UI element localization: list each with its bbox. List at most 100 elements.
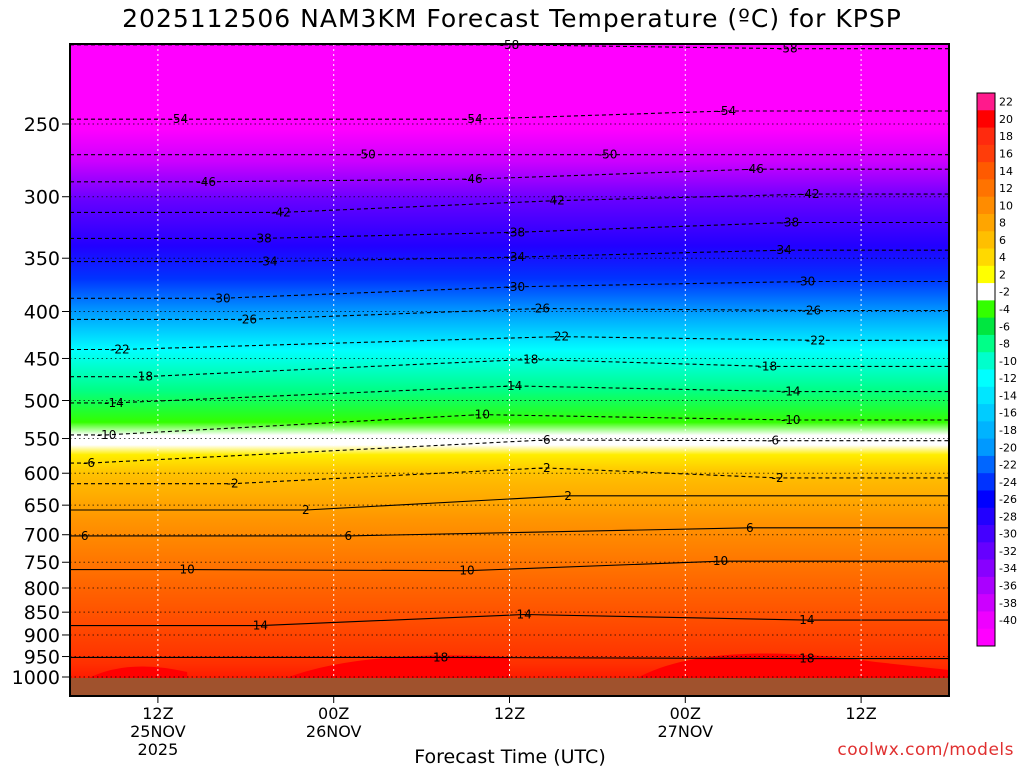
contour-label: -34 bbox=[258, 255, 278, 269]
colorbar-label: 16 bbox=[999, 147, 1013, 160]
contour-label: -38 bbox=[506, 225, 526, 239]
contour-label: 6 bbox=[81, 529, 89, 543]
x-date-label: 25NOV bbox=[130, 722, 186, 741]
contour-line bbox=[70, 168, 949, 183]
colorbar-label: 14 bbox=[999, 165, 1013, 178]
source-credit: coolwx.com/models bbox=[837, 740, 1014, 760]
colorbar-swatch bbox=[977, 628, 995, 647]
colorbar-swatch bbox=[977, 559, 995, 578]
colorbar-label: -20 bbox=[999, 441, 1017, 454]
colorbar-swatch bbox=[977, 213, 995, 232]
colorbar-swatch bbox=[977, 300, 995, 319]
colorbar-label: -14 bbox=[999, 389, 1017, 402]
contour-label: 10 bbox=[713, 554, 728, 568]
contour-label: 14 bbox=[517, 608, 532, 622]
y-tick-label: 350 bbox=[24, 248, 60, 270]
contour-label: 6 bbox=[345, 529, 353, 543]
contour-label: -38 bbox=[780, 215, 800, 229]
y-tick-label: 450 bbox=[24, 348, 60, 370]
contour-label: -58 bbox=[778, 42, 798, 56]
colorbar-legend: 22 20 18 16 14 12 10 8 6 4 2 -2 -4 -6 -8 -10 -12 -14 -16 -1… bbox=[976, 92, 1017, 647]
contour-label: 14 bbox=[799, 613, 814, 627]
temperature-contours bbox=[70, 44, 949, 660]
colorbar-swatch bbox=[977, 404, 995, 422]
chart-title: 2025112506 NAM3KM Forecast Temperature (… bbox=[122, 4, 902, 33]
y-tick-label: 900 bbox=[24, 625, 60, 647]
x-date-label: 26NOV bbox=[306, 722, 362, 741]
colorbar-swatch bbox=[977, 507, 995, 526]
contour-label: -10 bbox=[781, 413, 801, 427]
colorbar-label: -30 bbox=[999, 528, 1017, 541]
contour-label: -10 bbox=[470, 408, 490, 422]
colorbar-label: -28 bbox=[999, 510, 1017, 523]
y-tick-label: 500 bbox=[24, 391, 60, 413]
colorbar-swatch bbox=[977, 594, 995, 612]
contour-line bbox=[70, 560, 949, 572]
colorbar-swatch bbox=[977, 144, 995, 163]
x-date-label: 27NOV bbox=[658, 722, 714, 741]
contour-line bbox=[70, 495, 949, 511]
colorbar-label: -16 bbox=[999, 407, 1017, 420]
y-tick-label: 700 bbox=[24, 525, 60, 547]
contour-label: -22 bbox=[550, 330, 570, 344]
colorbar-swatch bbox=[977, 611, 995, 630]
contour-label: -54 bbox=[717, 104, 737, 118]
colorbar-swatch bbox=[977, 283, 995, 301]
colorbar-frame bbox=[976, 92, 996, 647]
colorbar-label: 6 bbox=[999, 234, 1006, 247]
colorbar-label: 18 bbox=[999, 130, 1013, 143]
colorbar-swatch bbox=[977, 317, 995, 336]
contour-label: -46 bbox=[463, 172, 483, 186]
colorbar-label: -26 bbox=[999, 493, 1017, 506]
x-tick-label: 12Z bbox=[494, 704, 525, 723]
contour-label: -6 bbox=[539, 433, 551, 447]
contour-line bbox=[70, 385, 949, 404]
colorbar-label: 10 bbox=[999, 199, 1013, 212]
contour-label: -54 bbox=[463, 112, 483, 126]
colorbar-swatch bbox=[977, 110, 995, 129]
contour-label: -30 bbox=[506, 280, 526, 294]
contour-label: -46 bbox=[744, 162, 764, 176]
colorbar-swatch bbox=[977, 265, 995, 284]
contour-label: 18 bbox=[799, 652, 814, 666]
colorbar-label: -24 bbox=[999, 476, 1017, 489]
y-tick-label: 750 bbox=[24, 552, 60, 574]
contour-label: -22 bbox=[806, 333, 826, 347]
contour-label: -38 bbox=[252, 231, 272, 245]
colorbar-swatch bbox=[977, 93, 995, 111]
contour-line bbox=[70, 193, 949, 213]
contour-label: -26 bbox=[237, 312, 257, 326]
colorbar-label: 20 bbox=[999, 113, 1013, 126]
colorbar-swatch bbox=[977, 525, 995, 543]
colorbar-swatch bbox=[977, 352, 995, 370]
contour-line bbox=[70, 414, 949, 436]
contour-label: 6 bbox=[746, 521, 754, 535]
contour-label: -2 bbox=[227, 477, 239, 491]
colorbar-label: -32 bbox=[999, 545, 1017, 558]
colorbar-label: 22 bbox=[999, 96, 1013, 109]
colorbar-label: -10 bbox=[999, 355, 1017, 368]
colorbar-label: -22 bbox=[999, 459, 1017, 472]
contour-label: -18 bbox=[519, 352, 539, 366]
contour-label: 2 bbox=[564, 489, 572, 503]
contour-line bbox=[70, 280, 949, 299]
contour-label: -2 bbox=[772, 471, 784, 485]
y-tick-label: 250 bbox=[24, 114, 60, 136]
x-axis-label: Forecast Time (UTC) bbox=[414, 746, 606, 768]
y-tick-label: 800 bbox=[24, 578, 60, 600]
colorbar-swatch bbox=[977, 421, 995, 440]
contour-label: -42 bbox=[271, 205, 291, 219]
contour-label: -50 bbox=[356, 148, 376, 162]
contour-label: 2 bbox=[302, 503, 310, 517]
gridlines bbox=[70, 44, 949, 696]
colorbar-swatch bbox=[977, 334, 995, 353]
contour-labels: -58 -58-54 -54-54-50 -50-46 -46-46-42-42 -42-… bbox=[81, 38, 826, 666]
colorbar-label: 2 bbox=[999, 268, 1006, 281]
colorbar-label: -18 bbox=[999, 424, 1017, 437]
colorbar-label: -12 bbox=[999, 372, 1017, 385]
contour-line bbox=[70, 358, 949, 378]
colorbar-swatch bbox=[977, 438, 995, 457]
